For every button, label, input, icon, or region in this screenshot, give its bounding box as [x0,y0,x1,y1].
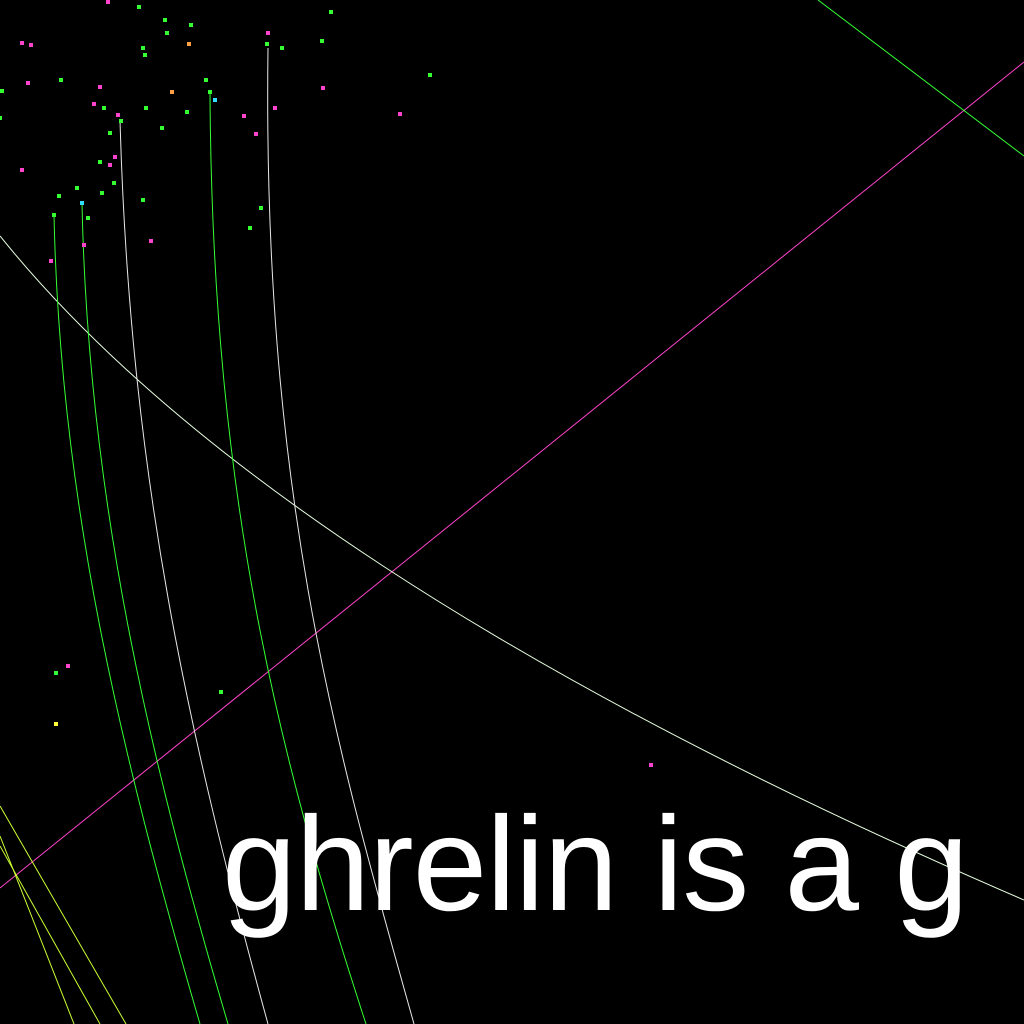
particle-marker [143,53,147,57]
trajectory-long-arc [0,235,1024,901]
particle-marker [165,31,169,35]
particle-marker [242,114,246,118]
particle-marker [82,243,86,247]
particle-marker [29,43,33,47]
particle-marker [329,10,333,14]
particle-marker [100,191,104,195]
particle-marker [213,98,217,102]
particle-marker [204,78,208,82]
particle-marker [144,106,148,110]
particle-marker [112,181,116,185]
particle-marker [141,198,145,202]
particle-marker [266,31,270,35]
particle-marker [254,132,258,136]
particle-marker [75,186,79,190]
particle-marker [116,113,120,117]
particle-markers [0,0,653,767]
particle-marker [259,206,263,210]
particle-marker [320,39,324,43]
particle-marker [26,81,30,85]
trajectory-top-right [817,0,1024,157]
trajectory-4 [209,91,367,1024]
particle-marker [398,112,402,116]
particle-marker [106,0,110,4]
trajectory-6 [0,805,127,1024]
trajectory-2 [81,202,229,1024]
particle-marker [108,163,112,167]
particle-marker [219,690,223,694]
particle-marker [273,106,277,110]
particle-marker [52,213,56,217]
caption-text: ghrelin is a g [222,790,969,939]
particle-marker [160,126,164,130]
particle-marker [119,119,123,123]
trajectory-3 [119,119,269,1024]
particle-marker [185,110,189,114]
particle-marker [321,86,325,90]
particle-marker [54,722,58,726]
particle-marker [108,131,112,135]
trajectory-5 [267,47,415,1024]
particle-marker [102,106,106,110]
particle-marker [0,89,4,93]
particle-marker [66,664,70,668]
particle-marker [137,5,141,9]
trajectory-8 [0,845,101,1024]
particle-marker [57,194,61,198]
particle-marker [189,23,193,27]
trajectory-magenta [0,61,1024,889]
trajectory-1 [53,214,201,1024]
particle-marker [163,18,167,22]
particle-marker [208,90,212,94]
particle-marker [170,90,174,94]
particle-marker [49,259,53,263]
particle-marker [265,42,269,46]
particle-marker [80,201,84,205]
particle-marker [149,239,153,243]
particle-marker [54,671,58,675]
particle-marker [59,78,63,82]
particle-marker [113,155,117,159]
particle-marker [187,42,191,46]
particle-marker [248,226,252,230]
particle-marker [141,46,145,50]
particle-marker [98,85,102,89]
particle-marker [92,102,96,106]
particle-marker [98,160,102,164]
particle-marker [649,763,653,767]
particle-marker [280,46,284,50]
trajectory-7 [0,835,75,1024]
particle-marker [86,216,90,220]
particle-marker [428,73,432,77]
particle-marker [20,41,24,45]
particle-marker [0,116,2,120]
particle-marker [20,168,24,172]
